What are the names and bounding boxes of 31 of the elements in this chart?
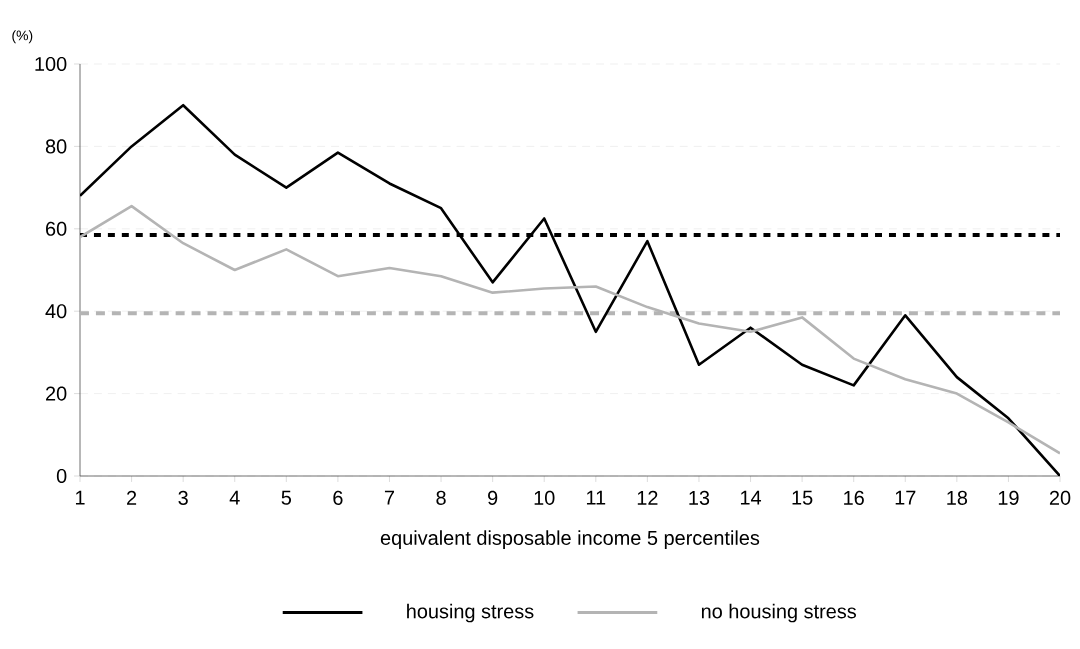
line-series [80,204,1061,455]
x-tick-label: 3 [178,490,188,505]
x-tick-label: 11 [586,490,606,505]
x-tick-label: 15 [792,490,813,505]
x-axis-title: equivalent disposable income 5 percentiles [380,530,760,549]
x-tick-label: 2 [127,490,137,505]
x-tick-label: 1 [75,490,85,505]
x-tick-label: 8 [436,490,446,505]
x-tick-label: 7 [384,490,395,505]
x-tick-label: 12 [637,490,658,505]
x-tick-label: 17 [895,490,916,505]
y-tick-label: 0 [56,468,67,484]
y-tick-label: 80 [45,139,67,154]
y-tick-label: 40 [45,304,67,319]
x-tick-label: 9 [488,490,498,505]
x-tick-label: 4 [229,490,240,505]
x-tick-label: 14 [740,490,762,505]
y-axis-title: (%) [12,30,33,44]
x-tick-label: 5 [281,490,292,505]
y-tick-label: 100 [35,56,67,72]
x-tick-label: 19 [998,490,1019,505]
x-tick-label: 6 [333,490,343,505]
legend-label: housing stress [407,603,534,623]
legend-label: no housing stress [701,603,857,623]
x-tick-label: 16 [844,490,864,505]
x-tick-label: 10 [534,490,555,505]
x-tick-label: 20 [1049,490,1071,505]
y-tick-label: 20 [46,386,67,401]
y-tick-label: 60 [46,221,67,236]
x-tick-label: 18 [947,490,968,505]
x-tick-label: 13 [689,490,710,505]
